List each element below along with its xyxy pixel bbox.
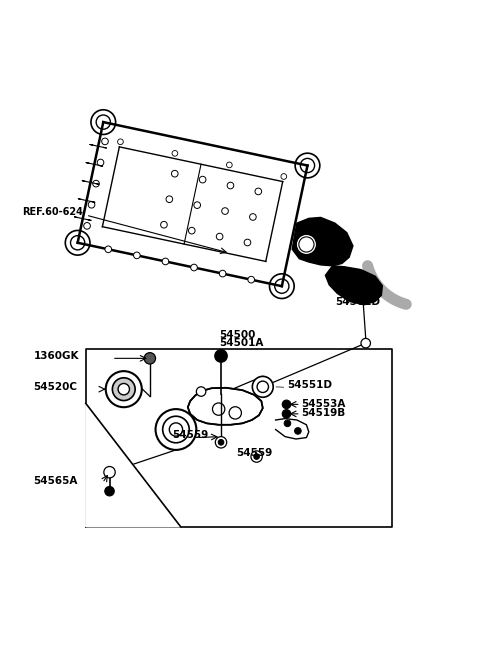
Circle shape (88, 202, 95, 208)
Circle shape (284, 420, 291, 426)
Circle shape (248, 276, 254, 283)
Polygon shape (325, 266, 383, 305)
Text: 54551D: 54551D (288, 381, 333, 390)
Circle shape (133, 252, 140, 259)
Text: 54561D: 54561D (335, 297, 380, 307)
Circle shape (299, 237, 314, 252)
Polygon shape (292, 217, 353, 266)
Circle shape (295, 428, 301, 434)
Text: 54501A: 54501A (219, 339, 264, 348)
Circle shape (118, 383, 130, 395)
Circle shape (106, 371, 142, 407)
Text: 54559: 54559 (236, 447, 273, 458)
Circle shape (105, 487, 114, 496)
Circle shape (105, 246, 111, 253)
Polygon shape (188, 388, 263, 424)
Circle shape (112, 378, 135, 401)
Polygon shape (276, 419, 309, 439)
Polygon shape (86, 403, 180, 527)
Circle shape (251, 451, 262, 462)
Circle shape (219, 271, 226, 277)
Circle shape (297, 235, 316, 254)
Text: 54500: 54500 (219, 330, 255, 340)
Text: 54520C: 54520C (34, 382, 78, 392)
Circle shape (97, 159, 104, 166)
Circle shape (93, 180, 99, 187)
Circle shape (282, 400, 291, 409)
Circle shape (216, 437, 227, 448)
Text: 54553A: 54553A (301, 399, 346, 409)
Circle shape (218, 440, 224, 445)
Circle shape (163, 416, 189, 443)
Circle shape (104, 466, 115, 478)
Circle shape (282, 409, 291, 418)
Circle shape (156, 409, 196, 450)
Circle shape (144, 352, 156, 364)
Text: 54565A: 54565A (34, 476, 78, 486)
Circle shape (254, 454, 260, 459)
Text: 1360GK: 1360GK (34, 351, 79, 362)
Circle shape (196, 387, 206, 396)
Text: REF.60-624: REF.60-624 (22, 207, 83, 217)
Circle shape (252, 377, 273, 397)
Circle shape (191, 264, 197, 271)
Circle shape (84, 223, 90, 229)
Circle shape (102, 138, 108, 145)
Circle shape (162, 258, 169, 265)
Circle shape (215, 350, 227, 362)
Text: 54519B: 54519B (301, 408, 346, 419)
Text: 54559: 54559 (173, 430, 209, 440)
Circle shape (361, 339, 371, 348)
